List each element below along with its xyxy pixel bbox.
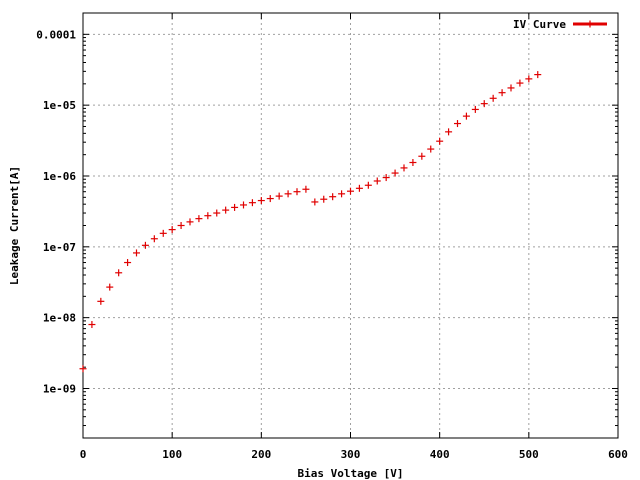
data-points xyxy=(79,71,542,373)
y-tick-label: 1e-08 xyxy=(43,312,76,325)
data-point xyxy=(382,174,390,182)
data-point xyxy=(204,212,212,220)
y-tick-label: 1e-09 xyxy=(43,382,76,395)
x-tick-labels: 0 100 200 300 400 500 600 xyxy=(80,448,628,461)
data-point xyxy=(266,195,274,203)
data-point xyxy=(507,84,515,92)
data-point xyxy=(275,192,283,200)
y-tick-labels: 1e-09 1e-08 1e-07 1e-06 1e-05 0.0001 xyxy=(36,28,76,395)
data-point xyxy=(159,229,167,237)
data-point xyxy=(462,112,470,120)
data-point xyxy=(364,181,372,189)
data-point xyxy=(400,164,408,172)
data-point xyxy=(133,249,140,257)
data-point xyxy=(88,321,96,329)
data-point xyxy=(454,120,461,128)
data-point xyxy=(293,188,301,196)
data-point xyxy=(186,218,194,226)
data-point xyxy=(534,71,542,79)
data-point xyxy=(311,198,319,206)
x-tick-label: 400 xyxy=(430,448,450,461)
data-point xyxy=(141,241,149,249)
data-point xyxy=(427,145,435,153)
data-point xyxy=(338,190,346,198)
data-point xyxy=(195,215,203,223)
data-point xyxy=(213,209,221,217)
grid-lines xyxy=(83,13,618,438)
data-point xyxy=(106,283,114,291)
data-point xyxy=(373,177,381,185)
data-point xyxy=(391,169,399,177)
y-tick-label: 1e-07 xyxy=(43,241,76,254)
legend-marker xyxy=(586,20,594,28)
data-point xyxy=(498,89,506,97)
x-tick-label: 100 xyxy=(162,448,182,461)
data-point xyxy=(445,128,453,136)
data-point xyxy=(471,105,479,113)
data-point xyxy=(347,187,354,195)
data-point xyxy=(177,222,185,229)
x-tick-label: 0 xyxy=(80,448,87,461)
data-point xyxy=(150,235,158,243)
y-tick-label: 1e-06 xyxy=(43,170,76,183)
data-point xyxy=(248,199,256,207)
data-point xyxy=(124,259,132,267)
x-tick-label: 500 xyxy=(519,448,539,461)
x-tick-label: 200 xyxy=(251,448,271,461)
legend-label: IV Curve xyxy=(513,18,566,31)
data-point xyxy=(302,185,310,193)
x-tick-label: 600 xyxy=(608,448,628,461)
y-axis-label: Leakage Current[A] xyxy=(8,166,21,285)
data-point xyxy=(79,365,87,373)
data-point xyxy=(115,269,123,277)
data-point xyxy=(168,226,176,234)
data-point xyxy=(97,297,105,305)
data-point xyxy=(231,203,239,211)
data-point xyxy=(489,94,497,102)
plot-frame xyxy=(82,12,619,439)
data-point xyxy=(320,195,328,203)
data-point xyxy=(418,152,426,160)
data-point xyxy=(355,184,363,192)
data-point xyxy=(257,197,265,205)
y-tick-label: 0.0001 xyxy=(36,28,76,41)
x-axis-label: Bias Voltage [V] xyxy=(298,467,404,480)
legend: IV Curve xyxy=(513,18,607,31)
x-tick-label: 300 xyxy=(341,448,361,461)
data-point xyxy=(329,193,337,201)
data-point xyxy=(222,206,230,214)
data-point xyxy=(284,190,292,198)
data-point xyxy=(436,137,444,145)
data-point xyxy=(516,79,524,87)
data-point xyxy=(525,75,533,83)
data-point xyxy=(480,100,488,108)
y-tick-label: 1e-05 xyxy=(43,99,76,112)
data-point xyxy=(409,159,417,167)
data-point xyxy=(240,201,247,209)
